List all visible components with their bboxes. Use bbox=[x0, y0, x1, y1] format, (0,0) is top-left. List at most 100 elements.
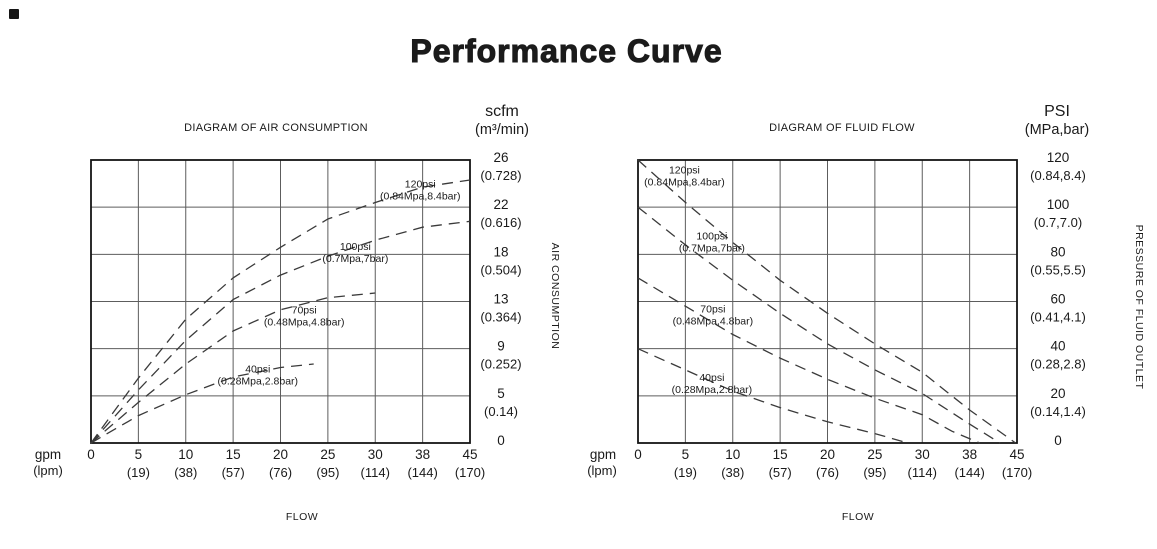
svg-text:(57): (57) bbox=[222, 465, 245, 480]
svg-text:PRESSURE OF FLUID OUTLET: PRESSURE OF FLUID OUTLET bbox=[1133, 225, 1145, 390]
svg-text:9: 9 bbox=[497, 339, 505, 354]
series-40psi bbox=[90, 363, 314, 444]
svg-text:100psi: 100psi bbox=[696, 230, 727, 242]
svg-text:(0.504): (0.504) bbox=[480, 262, 521, 277]
svg-text:(95): (95) bbox=[316, 465, 339, 480]
svg-text:(MPa,bar): (MPa,bar) bbox=[1025, 122, 1089, 138]
svg-text:5: 5 bbox=[135, 447, 143, 462]
svg-text:(19): (19) bbox=[127, 465, 150, 480]
svg-text:(0.616): (0.616) bbox=[480, 215, 521, 230]
svg-text:(38): (38) bbox=[174, 465, 197, 480]
svg-text:scfm: scfm bbox=[485, 103, 519, 120]
svg-text:18: 18 bbox=[493, 244, 508, 259]
svg-text:100: 100 bbox=[1047, 197, 1070, 212]
svg-text:15: 15 bbox=[226, 447, 241, 462]
svg-text:20: 20 bbox=[820, 447, 835, 462]
svg-text:10: 10 bbox=[725, 447, 740, 462]
series-100psi bbox=[637, 206, 1001, 444]
svg-text:(114): (114) bbox=[908, 465, 937, 480]
svg-text:(0.28Mpa,2.8bar): (0.28Mpa,2.8bar) bbox=[217, 376, 298, 388]
svg-text:60: 60 bbox=[1050, 292, 1065, 307]
svg-text:(0.7Mpa,7bar): (0.7Mpa,7bar) bbox=[679, 242, 745, 254]
svg-text:(0.55,5.5): (0.55,5.5) bbox=[1030, 262, 1086, 277]
svg-text:(38): (38) bbox=[721, 465, 744, 480]
svg-text:38: 38 bbox=[415, 447, 430, 462]
svg-text:(144): (144) bbox=[407, 465, 437, 480]
svg-text:40psi: 40psi bbox=[699, 372, 724, 384]
svg-text:(0.48Mpa,4.8bar): (0.48Mpa,4.8bar) bbox=[264, 317, 345, 329]
svg-text:0: 0 bbox=[1054, 433, 1062, 448]
svg-text:38: 38 bbox=[962, 447, 977, 462]
svg-text:30: 30 bbox=[915, 447, 930, 462]
svg-text:(0.84Mpa,8.4bar): (0.84Mpa,8.4bar) bbox=[380, 190, 461, 202]
svg-text:(0.14,1.4): (0.14,1.4) bbox=[1030, 404, 1086, 419]
svg-text:(0.252): (0.252) bbox=[480, 357, 521, 372]
svg-text:45: 45 bbox=[1009, 447, 1024, 462]
svg-text:FLOW: FLOW bbox=[286, 511, 318, 523]
svg-text:20: 20 bbox=[1050, 386, 1065, 401]
svg-text:120: 120 bbox=[1047, 150, 1070, 165]
svg-text:(0.14): (0.14) bbox=[484, 404, 518, 419]
svg-text:gpm: gpm bbox=[35, 447, 61, 462]
svg-text:(lpm): (lpm) bbox=[587, 463, 617, 478]
svg-text:100psi: 100psi bbox=[340, 241, 371, 253]
svg-text:40: 40 bbox=[1050, 339, 1065, 354]
svg-text:(114): (114) bbox=[361, 465, 390, 480]
svg-text:22: 22 bbox=[493, 197, 508, 212]
svg-text:0: 0 bbox=[497, 433, 505, 448]
svg-text:15: 15 bbox=[773, 447, 788, 462]
svg-text:(19): (19) bbox=[674, 465, 697, 480]
svg-text:5: 5 bbox=[497, 386, 505, 401]
air-consumption-chart: 120psi(0.84Mpa,8.4bar) 100psi(0.7Mpa,7bar… bbox=[33, 103, 561, 523]
svg-text:120psi: 120psi bbox=[405, 178, 436, 190]
series-70psi bbox=[90, 292, 376, 444]
svg-text:70psi: 70psi bbox=[292, 305, 317, 317]
svg-text:0: 0 bbox=[634, 447, 642, 462]
svg-text:80: 80 bbox=[1050, 244, 1065, 259]
svg-text:PSI: PSI bbox=[1044, 103, 1070, 120]
svg-text:(0.7,7.0): (0.7,7.0) bbox=[1034, 215, 1082, 230]
svg-text:10: 10 bbox=[178, 447, 193, 462]
series-120psi bbox=[90, 179, 471, 444]
svg-text:(76): (76) bbox=[816, 465, 839, 480]
svg-text:(170): (170) bbox=[1002, 465, 1032, 480]
svg-text:(0.84Mpa,8.4bar): (0.84Mpa,8.4bar) bbox=[644, 176, 725, 188]
svg-text:40psi: 40psi bbox=[245, 364, 270, 376]
svg-text:(0.41,4.1): (0.41,4.1) bbox=[1030, 310, 1086, 325]
corner-mark bbox=[9, 9, 19, 19]
svg-text:AIR CONSUMPTION: AIR CONSUMPTION bbox=[549, 243, 561, 350]
svg-text:DIAGRAM OF AIR CONSUMPTION: DIAGRAM OF AIR CONSUMPTION bbox=[184, 122, 368, 134]
svg-text:25: 25 bbox=[867, 447, 882, 462]
svg-text:(57): (57) bbox=[769, 465, 792, 480]
svg-text:(0.28Mpa,2.8bar): (0.28Mpa,2.8bar) bbox=[672, 384, 753, 396]
svg-text:(0.28,2.8): (0.28,2.8) bbox=[1030, 357, 1086, 372]
svg-text:(76): (76) bbox=[269, 465, 292, 480]
svg-text:70psi: 70psi bbox=[700, 303, 725, 315]
svg-text:(0.84,8.4): (0.84,8.4) bbox=[1030, 168, 1086, 183]
svg-text:(m³/min): (m³/min) bbox=[475, 122, 529, 138]
svg-text:FLOW: FLOW bbox=[842, 511, 874, 523]
svg-text:30: 30 bbox=[368, 447, 383, 462]
svg-text:20: 20 bbox=[273, 447, 288, 462]
series-40psi bbox=[637, 348, 909, 444]
svg-text:(0.48Mpa,4.8bar): (0.48Mpa,4.8bar) bbox=[673, 315, 754, 327]
series-100psi bbox=[90, 220, 471, 444]
svg-text:45: 45 bbox=[462, 447, 477, 462]
svg-text:(170): (170) bbox=[455, 465, 485, 480]
svg-text:gpm: gpm bbox=[590, 447, 616, 462]
svg-text:13: 13 bbox=[493, 292, 508, 307]
page-title: Performance Curve bbox=[410, 32, 723, 69]
fluid-flow-chart: 120psi(0.84Mpa,8.4bar) 100psi(0.7Mpa,7bar… bbox=[587, 103, 1145, 523]
svg-text:(0.364): (0.364) bbox=[480, 310, 521, 325]
svg-text:0: 0 bbox=[87, 447, 95, 462]
series-120psi bbox=[637, 159, 1016, 444]
svg-text:(0.7Mpa,7bar): (0.7Mpa,7bar) bbox=[322, 253, 388, 265]
svg-text:26: 26 bbox=[493, 150, 508, 165]
svg-text:DIAGRAM OF FLUID FLOW: DIAGRAM OF FLUID FLOW bbox=[769, 122, 915, 134]
svg-text:(144): (144) bbox=[954, 465, 984, 480]
series-70psi bbox=[637, 277, 981, 444]
svg-text:25: 25 bbox=[320, 447, 335, 462]
svg-text:(lpm): (lpm) bbox=[33, 463, 63, 478]
